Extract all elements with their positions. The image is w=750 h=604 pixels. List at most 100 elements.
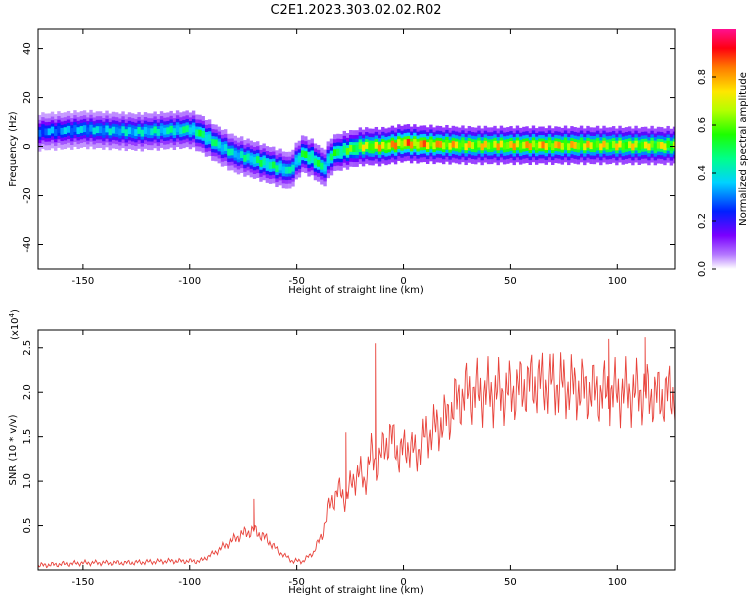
spectrogram-cell <box>95 126 100 134</box>
spectrogram-cell <box>111 126 116 134</box>
spectrogram-cell <box>448 142 452 150</box>
spectrogram-cell <box>425 142 430 150</box>
spectrogram-cell <box>159 126 164 133</box>
y-tick-label: 20 <box>22 91 33 104</box>
spectrogram-cell <box>355 145 359 152</box>
colorbar-tick-label: 0.6 <box>697 117 708 133</box>
spectrogram-cell <box>592 142 597 150</box>
spectrogram-cell <box>291 164 295 172</box>
spectrogram-cell <box>54 129 58 136</box>
spectrogram-cell <box>147 128 151 136</box>
spectrogram-cell <box>76 127 80 135</box>
spectrogram-cell <box>605 142 609 150</box>
spectrogram-cell <box>121 126 125 134</box>
spectrogram-cell <box>182 126 186 134</box>
spectrogram-cell <box>406 138 411 146</box>
spectrogram-cell <box>467 140 472 148</box>
spectrogram-cell <box>374 141 379 149</box>
x-tick-label: 100 <box>608 276 627 287</box>
spectrogram-cell <box>297 155 302 163</box>
spectrogram-cell <box>108 128 112 136</box>
spectrogram-cell <box>368 143 372 151</box>
y-tick-label: -20 <box>22 187 33 203</box>
spectrogram-cell <box>512 143 516 151</box>
spectrogram-cell <box>483 140 488 148</box>
spectrogram-cell <box>422 140 427 148</box>
spectrogram-cell <box>477 140 481 148</box>
snr-x-axis-label: Height of straight line (km) <box>288 585 424 596</box>
spectrogram-cell <box>429 139 433 147</box>
snr-plot-area <box>38 330 675 570</box>
spectrogram-cell <box>320 162 324 170</box>
spectrogram-cell <box>464 143 468 151</box>
spectrogram-cell <box>608 142 613 150</box>
spectrogram-cell <box>384 143 388 151</box>
spectrogram-cell <box>284 166 289 174</box>
spectrogram-cell <box>98 126 103 134</box>
spectrogram-cell <box>60 127 64 135</box>
spectrogram-cell <box>137 127 141 134</box>
spectrogram-cell <box>490 142 494 150</box>
spectrogram-cell <box>124 129 128 137</box>
colorbar-ticks: 0.0 0.2 0.4 0.6 0.8 <box>697 69 716 277</box>
spectrogram-cell <box>528 143 532 151</box>
spectrogram-cell <box>207 134 212 142</box>
spectrogram-cell <box>339 149 343 156</box>
spectrogram-cell <box>50 126 55 134</box>
spectrogram-cell <box>445 139 449 147</box>
spectrogram-cell <box>611 140 616 148</box>
y-tick-label: 0.5 <box>22 518 33 534</box>
spectrogram-cell <box>118 128 122 136</box>
colorbar-gradient <box>712 29 736 269</box>
spectrogram-y-ticks: -40 -20 0 20 40 <box>22 42 675 253</box>
colorbar-tick-label: 0.8 <box>697 69 708 85</box>
spectrogram-cell <box>547 140 552 148</box>
spectrogram-cell <box>326 156 330 164</box>
spectrogram-cell <box>185 125 189 133</box>
y-tick-label: 40 <box>22 42 33 55</box>
spectrogram-cell <box>323 164 327 172</box>
spectrogram-cell <box>57 126 61 133</box>
spectrogram-cell <box>358 142 363 150</box>
spectrogram-cell <box>272 161 276 169</box>
spectrogram-cell <box>653 143 658 151</box>
y-tick-label: 0 <box>22 143 33 149</box>
spectrogram-cell <box>114 127 119 135</box>
spectrogram-cell <box>140 129 145 137</box>
x-tick-label: -100 <box>178 577 201 588</box>
x-tick-label: -150 <box>72 276 95 287</box>
spectrogram-cell <box>634 140 638 148</box>
spectrogram-cell <box>371 143 375 151</box>
spectrogram-cell <box>419 140 423 148</box>
spectrogram-cell <box>211 139 215 146</box>
spectrogram-cell <box>268 162 273 169</box>
spectrogram-cell <box>586 140 590 148</box>
spectrogram-cell <box>624 142 629 149</box>
spectrogram-cell <box>249 155 254 163</box>
spectrogram-cell <box>470 142 475 149</box>
spectrogram-cell <box>86 127 90 135</box>
spectrogram-cell <box>73 125 77 132</box>
spectrogram-cell <box>345 147 350 155</box>
x-tick-label: -50 <box>288 577 304 588</box>
spectrogram-cell <box>554 141 558 149</box>
spectrogram-cell <box>44 128 48 136</box>
colorbar-tick-label: 0.4 <box>697 165 708 181</box>
colorbar-tick-label: 0.0 <box>697 261 708 277</box>
spectrogram-cell <box>265 161 270 168</box>
spectrogram-cell <box>432 142 436 150</box>
spectrogram-cell <box>666 140 670 148</box>
snr-scale-factor: (x104) <box>8 309 21 340</box>
spectrogram-cell <box>332 149 337 157</box>
spectrogram-cell <box>169 125 173 133</box>
spectrogram-cell <box>534 143 539 150</box>
spectrogram-cell <box>70 128 74 135</box>
spectrogram-cell <box>541 141 545 149</box>
spectrogram-cell <box>217 141 221 149</box>
spectrogram-cell <box>47 128 52 136</box>
spectrogram-cell <box>377 144 382 152</box>
spectrogram-cell <box>544 143 549 150</box>
spectrogram-cell <box>454 141 459 149</box>
spectrogram-cell <box>230 148 234 156</box>
